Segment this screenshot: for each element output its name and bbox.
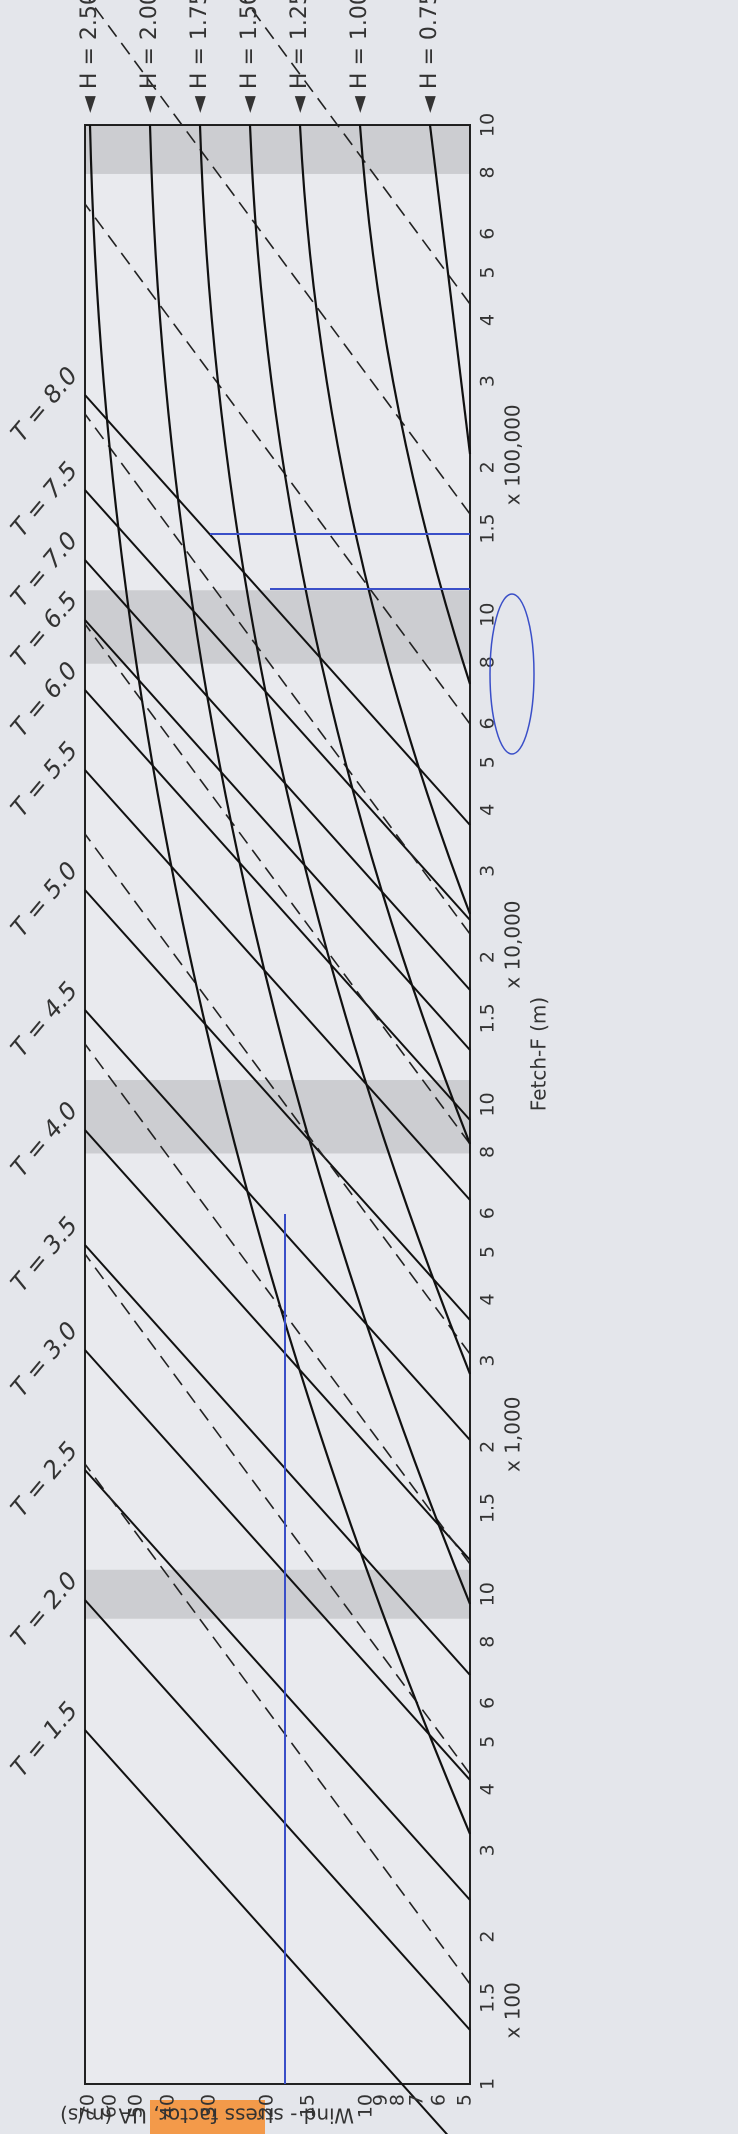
x-tick-label: 5 xyxy=(477,1246,499,1258)
x-tick-label: 6 xyxy=(477,1697,499,1709)
x-tick-label: 3 xyxy=(477,1355,499,1367)
height-label: ◄ H = 1.50 m xyxy=(237,0,262,113)
x-tick-label: 1.5 xyxy=(477,1983,499,2013)
x-tick-label: 5 xyxy=(477,266,499,278)
x-tick-label: 10 xyxy=(477,1582,499,1606)
y-tick-label: 5 xyxy=(454,2094,476,2106)
height-label: ◄ H = 2.50 m xyxy=(77,0,102,113)
x-group-label: x 100 xyxy=(501,1982,525,2038)
x-tick-label: 8 xyxy=(477,1146,499,1158)
y-axis-label: Wind - stress factor, UA (m/s) xyxy=(60,2104,354,2128)
height-label: ◄ H = 1.75 m xyxy=(187,0,212,113)
x-tick-label: 1 xyxy=(477,2078,499,2090)
x-group-label: x 10,000 xyxy=(501,900,525,988)
x-tick-label: 8 xyxy=(477,656,499,668)
x-tick-label: 3 xyxy=(477,865,499,877)
x-tick-label: 6 xyxy=(477,1207,499,1219)
x-tick-label: 2 xyxy=(477,951,499,963)
x-tick-label: 10 xyxy=(477,113,499,137)
x-tick-label: 4 xyxy=(477,1783,499,1795)
height-label: ◄ H = 1.00 m xyxy=(347,0,372,113)
x-tick-label: 1.5 xyxy=(477,1493,499,1523)
shade xyxy=(85,1080,470,1153)
nomogram: 70605040302015109876511.523456810x 1001.… xyxy=(0,0,738,2134)
x-tick-label: 8 xyxy=(477,166,499,178)
x-tick-label: 3 xyxy=(477,375,499,387)
x-tick-label: 2 xyxy=(477,1441,499,1453)
x-tick-label: 5 xyxy=(477,1736,499,1748)
x-tick-label: 1.5 xyxy=(477,1003,499,1033)
height-label: ◄ H = 2.00 m xyxy=(137,0,162,113)
x-axis-label: Fetch-F (m) xyxy=(527,997,551,1111)
x-tick-label: 4 xyxy=(477,804,499,816)
x-tick-label: 3 xyxy=(477,1844,499,1856)
x-tick-label: 10 xyxy=(477,1092,499,1116)
x-tick-label: 2 xyxy=(477,1931,499,1943)
x-tick-label: 6 xyxy=(477,228,499,240)
x-tick-label: 8 xyxy=(477,1636,499,1648)
y-tick-label: 7 xyxy=(405,2094,427,2106)
shade xyxy=(85,590,470,663)
x-tick-label: 1.5 xyxy=(477,513,499,543)
nomogram-page: 70605040302015109876511.523456810x 1001.… xyxy=(0,0,738,2134)
x-group-label: x 100,000 xyxy=(501,404,525,505)
shade xyxy=(85,125,470,174)
x-group-label: x 1,000 xyxy=(501,1397,525,1472)
height-label: ◄ H = 1.25 m xyxy=(287,0,312,113)
x-tick-label: 5 xyxy=(477,756,499,768)
x-tick-label: 2 xyxy=(477,461,499,473)
x-tick-label: 4 xyxy=(477,1293,499,1305)
y-tick-label: 6 xyxy=(427,2094,449,2106)
height-label: ◄ H = 0.75 m xyxy=(417,0,442,113)
x-tick-label: 4 xyxy=(477,314,499,326)
